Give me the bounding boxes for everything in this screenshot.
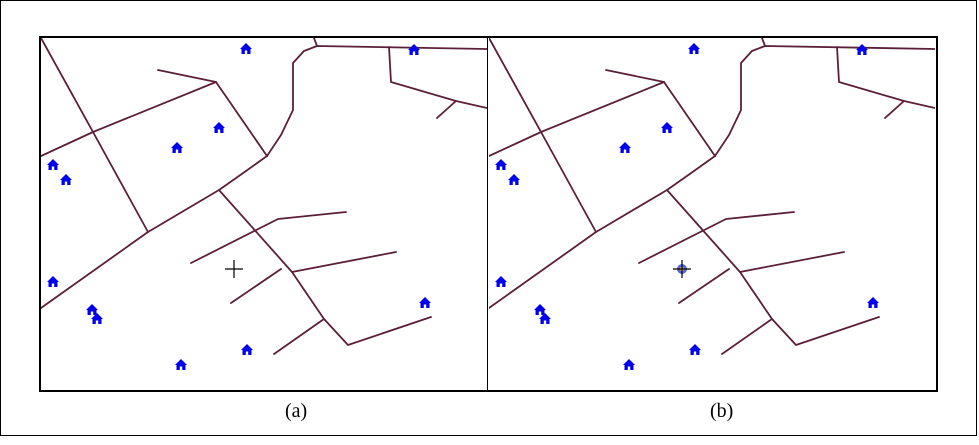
house-icon bbox=[508, 174, 520, 185]
house-icon bbox=[534, 304, 546, 315]
house-icon bbox=[619, 142, 631, 153]
house-icon bbox=[495, 159, 507, 170]
road bbox=[41, 131, 94, 157]
road bbox=[273, 318, 325, 355]
house-icon bbox=[408, 44, 420, 55]
house-icon bbox=[661, 122, 673, 133]
cursor-target-icon bbox=[673, 260, 691, 278]
road bbox=[157, 69, 217, 83]
road bbox=[41, 231, 149, 309]
road-network bbox=[489, 38, 935, 355]
road bbox=[836, 46, 935, 109]
road bbox=[218, 189, 432, 346]
house-icon bbox=[495, 276, 507, 287]
road bbox=[291, 251, 397, 273]
house-icon bbox=[86, 304, 98, 315]
road bbox=[638, 211, 795, 264]
house-icon bbox=[47, 159, 59, 170]
road bbox=[721, 318, 773, 355]
figure-frame bbox=[0, 0, 977, 436]
road bbox=[313, 38, 318, 47]
house-icon bbox=[60, 174, 72, 185]
houses bbox=[47, 43, 431, 370]
caption-a: (a) bbox=[285, 400, 308, 422]
house-icon bbox=[171, 142, 183, 153]
road bbox=[663, 81, 716, 157]
house-icon bbox=[91, 313, 103, 324]
house-icon bbox=[175, 359, 187, 370]
house-icon bbox=[856, 44, 868, 55]
road bbox=[489, 231, 597, 309]
house-icon bbox=[419, 297, 431, 308]
house-icon bbox=[688, 43, 700, 54]
road bbox=[540, 81, 665, 133]
road bbox=[605, 69, 665, 83]
road bbox=[666, 189, 880, 346]
road bbox=[215, 81, 268, 157]
road bbox=[489, 131, 542, 157]
road bbox=[230, 268, 282, 304]
cursor-crosshair-icon bbox=[225, 260, 243, 278]
road bbox=[595, 155, 716, 233]
road bbox=[678, 268, 730, 304]
road-network bbox=[41, 38, 487, 355]
road bbox=[489, 38, 597, 233]
caption-b: (b) bbox=[710, 400, 734, 422]
panel-divider bbox=[487, 36, 488, 392]
map-panel-a[interactable] bbox=[41, 38, 487, 390]
road bbox=[190, 211, 347, 264]
road bbox=[436, 100, 457, 119]
house-icon bbox=[240, 43, 252, 54]
road bbox=[92, 81, 217, 133]
map-panel-b[interactable] bbox=[489, 38, 935, 390]
road bbox=[761, 38, 766, 47]
house-icon bbox=[47, 276, 59, 287]
road bbox=[388, 46, 487, 109]
map-frame bbox=[39, 36, 938, 392]
road bbox=[41, 38, 149, 233]
road bbox=[884, 100, 905, 119]
house-icon bbox=[241, 344, 253, 355]
houses bbox=[495, 43, 879, 370]
road bbox=[147, 155, 268, 233]
house-icon bbox=[213, 122, 225, 133]
house-icon bbox=[689, 344, 701, 355]
house-icon bbox=[867, 297, 879, 308]
house-icon bbox=[623, 359, 635, 370]
road bbox=[739, 251, 845, 273]
house-icon bbox=[539, 313, 551, 324]
